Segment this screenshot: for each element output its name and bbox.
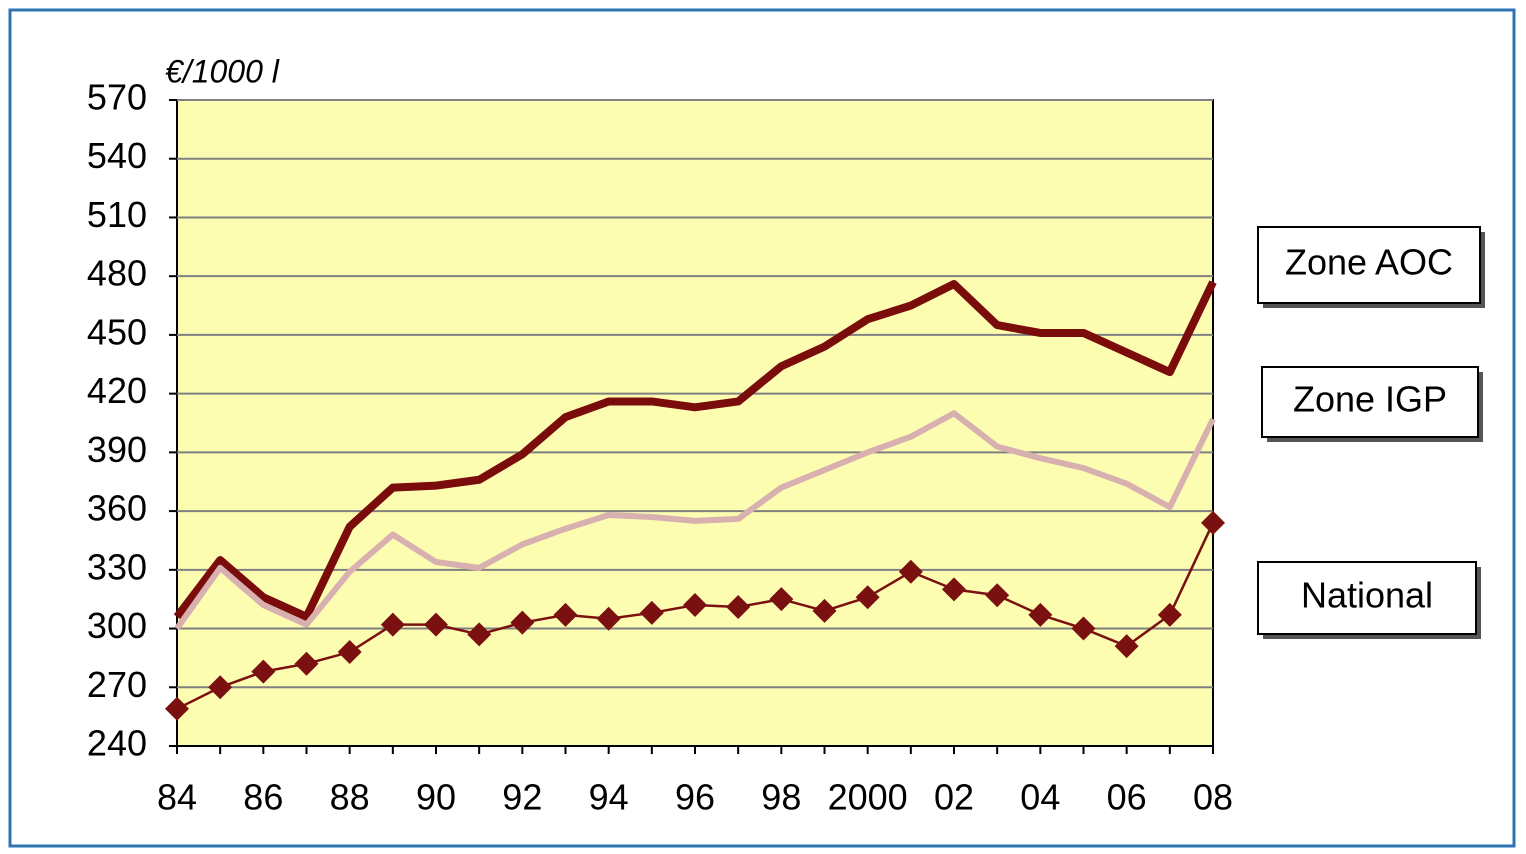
diamond-marker xyxy=(1028,602,1053,627)
y-tick-label: 240 xyxy=(87,723,147,764)
diamond-marker xyxy=(424,612,448,637)
diamond-marker xyxy=(467,622,492,647)
diamond-marker xyxy=(1201,510,1225,535)
y-tick-label: 270 xyxy=(87,664,147,705)
y-tick-label: 480 xyxy=(87,253,147,294)
legend-label: National xyxy=(1301,575,1433,616)
y-axis-label: €/1000 l xyxy=(165,53,280,89)
x-tick-label: 88 xyxy=(330,777,370,818)
diamond-marker xyxy=(251,659,276,684)
x-tick-label: 2000 xyxy=(828,777,908,818)
diamond-marker xyxy=(812,598,837,623)
diamond-marker xyxy=(337,640,362,665)
x-tick-label: 90 xyxy=(416,777,456,818)
y-tick-label: 510 xyxy=(87,194,147,235)
diamond-marker xyxy=(1157,602,1182,627)
legend-box xyxy=(1257,561,1477,635)
diamond-marker xyxy=(596,606,621,631)
diamond-marker xyxy=(726,595,751,620)
diamond-marker xyxy=(683,593,707,618)
y-tick-label: 360 xyxy=(87,488,147,529)
series-line xyxy=(174,410,1216,631)
y-tick-label: 390 xyxy=(87,429,147,470)
diamond-marker xyxy=(380,612,405,637)
x-tick-label: 96 xyxy=(675,777,715,818)
x-tick-label: 86 xyxy=(243,777,283,818)
series-line xyxy=(173,280,1217,621)
diamond-marker xyxy=(769,587,794,612)
y-tick-label: 420 xyxy=(87,370,147,411)
x-tick-label: 84 xyxy=(157,777,197,818)
diamond-marker xyxy=(898,559,923,584)
diamond-marker xyxy=(510,610,535,635)
x-tick-label: 92 xyxy=(502,777,542,818)
y-tick-label: 540 xyxy=(87,135,147,176)
diamond-marker xyxy=(1114,634,1139,659)
legend-label: Zone IGP xyxy=(1293,379,1447,420)
y-tick-label: 450 xyxy=(87,311,147,352)
diamond-marker xyxy=(985,583,1010,608)
y-tick-label: 300 xyxy=(87,605,147,646)
diamond-marker xyxy=(553,602,578,627)
x-tick-label: 94 xyxy=(589,777,629,818)
y-tick-label: 330 xyxy=(87,546,147,587)
diamond-marker xyxy=(639,600,664,625)
legend-label: Zone AOC xyxy=(1285,242,1453,283)
x-tick-label: 04 xyxy=(1020,777,1060,818)
x-tick-label: 98 xyxy=(761,777,801,818)
diamond-marker xyxy=(942,577,966,602)
diamond-marker xyxy=(1071,616,1096,641)
x-tick-label: 02 xyxy=(934,777,974,818)
x-tick-label: 08 xyxy=(1193,777,1233,818)
diamond-marker xyxy=(294,651,319,676)
diamond-marker xyxy=(208,675,233,700)
plot-area xyxy=(176,99,1214,747)
diamond-marker xyxy=(165,696,189,721)
legend-box xyxy=(1261,366,1479,438)
x-tick-label: 06 xyxy=(1107,777,1147,818)
y-tick-label: 570 xyxy=(87,77,147,118)
diamond-marker xyxy=(855,585,880,610)
legend-box xyxy=(1257,226,1481,304)
